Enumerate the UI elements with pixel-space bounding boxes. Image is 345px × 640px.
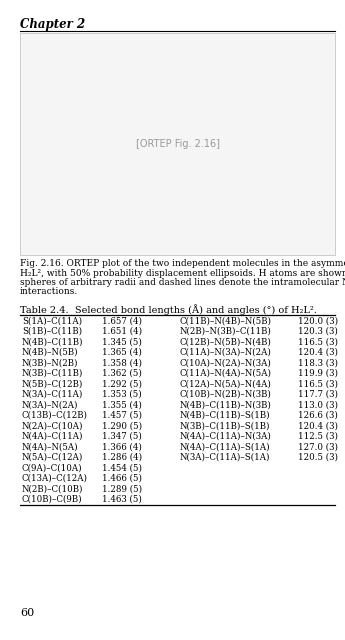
Text: N(3B)–N(2B): N(3B)–N(2B) (22, 358, 79, 367)
Text: 127.0 (3): 127.0 (3) (298, 442, 338, 451)
Text: 1.657 (4): 1.657 (4) (102, 316, 142, 325)
Text: [ORTEP Fig. 2.16]: [ORTEP Fig. 2.16] (136, 139, 219, 149)
Text: 120.4 (3): 120.4 (3) (298, 348, 338, 356)
Text: C(13A)–C(12A): C(13A)–C(12A) (22, 474, 88, 483)
Text: 1.463 (5): 1.463 (5) (102, 495, 142, 504)
Text: C(12B)–N(5B)–N(4B): C(12B)–N(5B)–N(4B) (180, 337, 272, 346)
Text: H₂L², with 50% probability displacement ellipsoids. H atoms are shown as small: H₂L², with 50% probability displacement … (20, 269, 345, 278)
Text: 1.290 (5): 1.290 (5) (102, 421, 142, 430)
Text: C(10B)–N(2B)–N(3B): C(10B)–N(2B)–N(3B) (180, 390, 272, 399)
Text: Fig. 2.16. ORTEP plot of the two independent molecules in the asymmetric unit of: Fig. 2.16. ORTEP plot of the two indepen… (20, 259, 345, 268)
Text: 1.345 (5): 1.345 (5) (102, 337, 142, 346)
Text: 120.0 (3): 120.0 (3) (298, 316, 338, 325)
Text: C(10A)–N(2A)–N(3A): C(10A)–N(2A)–N(3A) (180, 358, 272, 367)
Text: 1.365 (4): 1.365 (4) (102, 348, 142, 356)
Text: 1.358 (4): 1.358 (4) (102, 358, 142, 367)
Text: S(1B)–C(11B): S(1B)–C(11B) (22, 327, 82, 336)
Text: C(11A)–N(3A)–N(2A): C(11A)–N(3A)–N(2A) (180, 348, 272, 356)
Text: C(12A)–N(5A)–N(4A): C(12A)–N(5A)–N(4A) (180, 380, 272, 388)
Text: N(4A)–C(11A): N(4A)–C(11A) (22, 432, 83, 441)
Text: N(5B)–C(12B): N(5B)–C(12B) (22, 380, 83, 388)
Text: 1.347 (5): 1.347 (5) (102, 432, 142, 441)
Text: 1.292 (5): 1.292 (5) (102, 380, 142, 388)
Text: 1.454 (5): 1.454 (5) (102, 463, 142, 472)
Text: 1.457 (5): 1.457 (5) (102, 411, 142, 420)
Text: 1.366 (4): 1.366 (4) (102, 442, 142, 451)
Text: 60: 60 (20, 608, 34, 618)
Text: N(3B)–C(11B): N(3B)–C(11B) (22, 369, 83, 378)
Text: spheres of arbitrary radii and dashed lines denote the intramolecular N–H···N: spheres of arbitrary radii and dashed li… (20, 278, 345, 287)
Text: 120.3 (3): 120.3 (3) (298, 327, 338, 336)
Text: 1.466 (5): 1.466 (5) (102, 474, 142, 483)
Text: 126.6 (3): 126.6 (3) (298, 411, 338, 420)
Text: N(4A)–C(11A)–S(1A): N(4A)–C(11A)–S(1A) (180, 442, 270, 451)
Text: 1.289 (5): 1.289 (5) (102, 484, 142, 493)
Text: 1.651 (4): 1.651 (4) (102, 327, 142, 336)
Text: C(10B)–C(9B): C(10B)–C(9B) (22, 495, 82, 504)
Text: interactions.: interactions. (20, 287, 78, 296)
Text: 116.5 (3): 116.5 (3) (298, 337, 338, 346)
Text: 119.9 (3): 119.9 (3) (298, 369, 338, 378)
Text: 118.3 (3): 118.3 (3) (298, 358, 338, 367)
Text: N(4B)–C(11B)–N(3B): N(4B)–C(11B)–N(3B) (180, 400, 272, 409)
Text: C(11A)–N(4A)–N(5A): C(11A)–N(4A)–N(5A) (180, 369, 272, 378)
Bar (20, 33, 335, 255)
Text: N(5A)–C(12A): N(5A)–C(12A) (22, 452, 83, 462)
Text: N(3A)–C(11A): N(3A)–C(11A) (22, 390, 83, 399)
Text: N(2A)–C(10A): N(2A)–C(10A) (22, 421, 83, 430)
Text: N(4B)–C(11B)–S(1B): N(4B)–C(11B)–S(1B) (180, 411, 270, 420)
Text: N(4A)–N(5A): N(4A)–N(5A) (22, 442, 79, 451)
Text: N(4B)–C(11B): N(4B)–C(11B) (22, 337, 83, 346)
Text: S(1A)–C(11A): S(1A)–C(11A) (22, 316, 82, 325)
Text: 1.362 (5): 1.362 (5) (102, 369, 142, 378)
Text: 113.0 (3): 113.0 (3) (298, 400, 338, 409)
Text: N(3B)–C(11B)–S(1B): N(3B)–C(11B)–S(1B) (180, 421, 270, 430)
Text: N(3A)–C(11A)–S(1A): N(3A)–C(11A)–S(1A) (180, 452, 270, 462)
Text: C(13B)–C(12B): C(13B)–C(12B) (22, 411, 88, 420)
Text: 112.5 (3): 112.5 (3) (298, 432, 338, 441)
Bar (20, 33, 335, 255)
Text: 1.286 (4): 1.286 (4) (102, 452, 142, 462)
Text: 117.7 (3): 117.7 (3) (298, 390, 338, 399)
Text: N(2B)–N(3B)–C(11B): N(2B)–N(3B)–C(11B) (180, 327, 272, 336)
Text: N(3A)–N(2A): N(3A)–N(2A) (22, 400, 79, 409)
Text: 120.5 (3): 120.5 (3) (298, 452, 338, 462)
Text: N(4B)–N(5B): N(4B)–N(5B) (22, 348, 79, 356)
Text: 116.5 (3): 116.5 (3) (298, 380, 338, 388)
Text: C(11B)–N(4B)–N(5B): C(11B)–N(4B)–N(5B) (180, 316, 272, 325)
Text: 1.355 (4): 1.355 (4) (102, 400, 142, 409)
Text: Chapter 2: Chapter 2 (20, 18, 85, 31)
Text: 1.353 (5): 1.353 (5) (102, 390, 142, 399)
Text: N(2B)–C(10B): N(2B)–C(10B) (22, 484, 83, 493)
Text: 120.4 (3): 120.4 (3) (298, 421, 338, 430)
Text: C(9A)–C(10A): C(9A)–C(10A) (22, 463, 82, 472)
Text: N(4A)–C(11A)–N(3A): N(4A)–C(11A)–N(3A) (180, 432, 272, 441)
Text: Table 2.4.  Selected bond lengths (Å) and angles (°) of H₂L².: Table 2.4. Selected bond lengths (Å) and… (20, 304, 317, 315)
